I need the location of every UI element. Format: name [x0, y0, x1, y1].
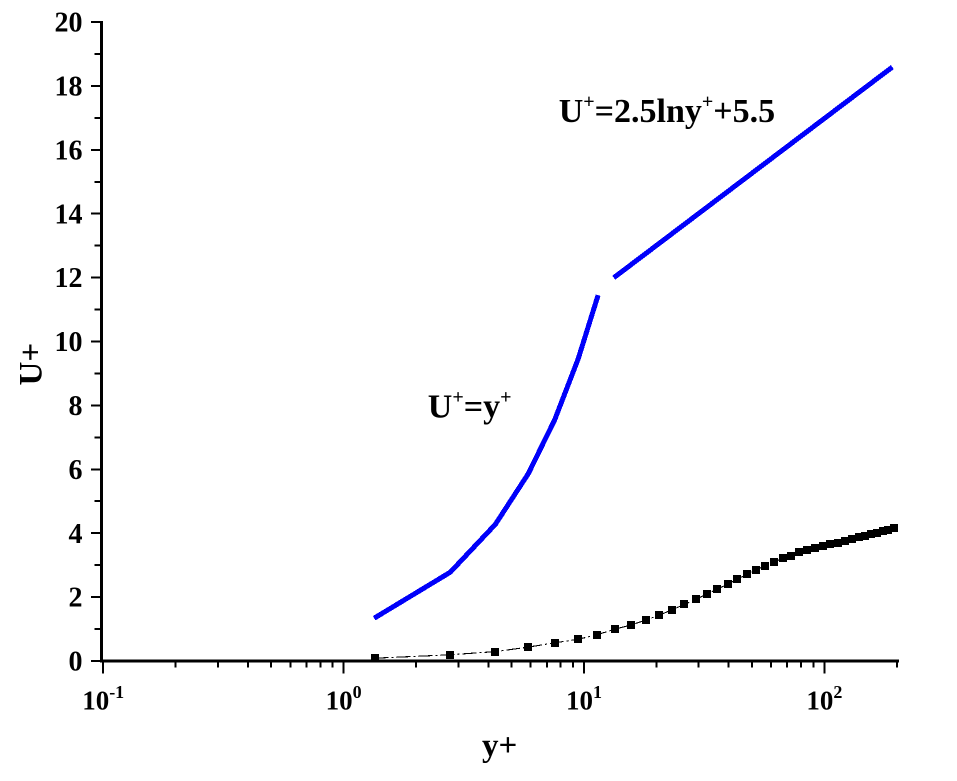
svg-text:18: 18 — [55, 72, 83, 103]
svg-text:10-1: 10-1 — [82, 682, 124, 716]
svg-text:y+: y+ — [482, 728, 517, 764]
svg-text:20: 20 — [55, 8, 83, 39]
svg-text:U+: U+ — [14, 343, 50, 386]
svg-text:6: 6 — [69, 455, 83, 486]
svg-text:U+=y+: U+=y+ — [428, 387, 512, 426]
svg-text:U+=2.5lny++5.5: U+=2.5lny++5.5 — [559, 91, 775, 130]
svg-text:0: 0 — [69, 647, 83, 678]
svg-text:2: 2 — [69, 583, 83, 614]
svg-text:4: 4 — [69, 519, 83, 550]
svg-text:10: 10 — [55, 327, 83, 358]
svg-text:8: 8 — [69, 391, 83, 422]
svg-text:12: 12 — [55, 263, 83, 294]
svg-text:14: 14 — [55, 199, 83, 230]
svg-text:101: 101 — [566, 682, 602, 716]
svg-text:16: 16 — [55, 135, 83, 166]
